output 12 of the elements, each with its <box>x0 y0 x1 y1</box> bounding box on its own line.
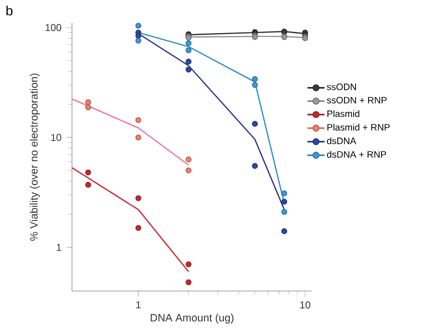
y-tick-label: 10 <box>51 134 62 141</box>
y-axis-title: % Viability (over no electroporation) <box>30 74 40 241</box>
legend-label: ssODN + RNP <box>326 96 387 104</box>
legend-label: ssODN <box>326 84 356 90</box>
text: b <box>6 6 12 16</box>
x-axis-title: DNA Amount (ug) <box>150 314 234 324</box>
legend-label: dsDNA <box>327 137 356 144</box>
y-tick-label: 100 <box>46 24 62 32</box>
legend-label: dsDNA + RNP <box>327 150 386 158</box>
legend-label: Plasmid <box>327 110 360 118</box>
legend-label: Plasmid + RNP <box>327 124 390 131</box>
y-tick-label: 1 <box>56 244 62 251</box>
